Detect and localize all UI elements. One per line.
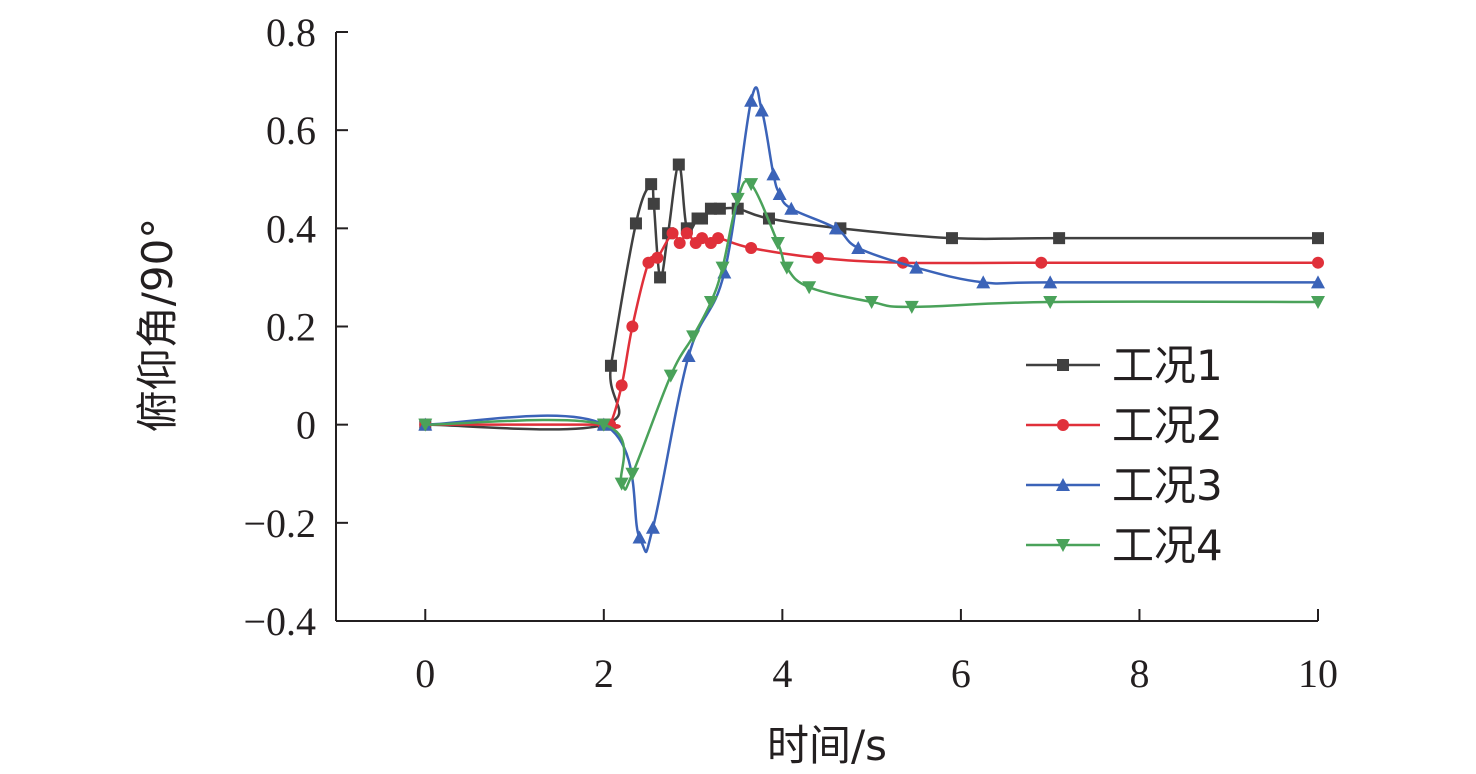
data-point: [681, 348, 696, 362]
series-layer: [418, 86, 1325, 554]
data-point: [812, 251, 825, 264]
data-point: [1043, 295, 1058, 309]
data-point: [1312, 232, 1324, 245]
data-point: [672, 158, 685, 171]
data-point: [604, 359, 617, 372]
legend-marker: [1056, 478, 1070, 491]
data-point: [703, 295, 718, 309]
x-tick-label: 2: [594, 651, 614, 696]
data-point: [696, 212, 709, 225]
data-point: [945, 232, 958, 245]
x-tick-label: 6: [951, 651, 971, 696]
data-point: [904, 300, 919, 314]
data-point: [784, 201, 799, 215]
y-tick-label: −0.4: [243, 599, 316, 644]
axes: −0.4 −0.2 0 0.2 0.4 0.6 0.8 0 2 4 6 8 10: [243, 10, 1338, 696]
data-point: [864, 295, 879, 309]
x-tick-label: 0: [415, 651, 435, 696]
data-point: [976, 275, 991, 289]
data-point: [666, 227, 679, 240]
data-point: [614, 477, 629, 491]
data-point: [615, 379, 628, 392]
data-point: [730, 192, 745, 206]
data-point: [744, 93, 759, 107]
data-point: [625, 467, 640, 481]
legend-label: 工况3: [1112, 461, 1223, 510]
y-tick-label: −0.2: [243, 501, 316, 546]
data-point: [712, 232, 725, 245]
data-point: [745, 241, 758, 254]
data-point: [651, 251, 664, 264]
data-point: [779, 261, 794, 275]
data-point: [715, 261, 730, 275]
legend-label: 工况1: [1112, 341, 1223, 390]
legend: 工况1 工况2 工况3 工况4: [1026, 341, 1223, 570]
legend-item-2: 工况2: [1026, 401, 1223, 450]
data-point: [596, 418, 611, 432]
data-point: [626, 320, 639, 333]
data-point: [851, 240, 866, 254]
x-tick-label: 4: [772, 651, 792, 696]
y-tick-label: 0: [296, 403, 316, 448]
y-axis-label: 俯仰角/90°: [133, 218, 182, 433]
data-point: [632, 530, 647, 544]
data-point: [1311, 295, 1325, 309]
data-point: [418, 418, 433, 432]
data-point: [1043, 275, 1058, 289]
data-point: [686, 330, 701, 344]
legend-item-1: 工况1: [1026, 341, 1223, 390]
legend-marker: [1056, 539, 1070, 552]
data-point: [802, 281, 817, 295]
data-point: [1312, 256, 1324, 269]
data-point: [754, 103, 769, 117]
legend-label: 工况4: [1112, 521, 1223, 570]
x-axis-label: 时间/s: [767, 721, 887, 770]
data-point: [772, 186, 787, 200]
data-point: [770, 237, 785, 251]
data-point: [1035, 256, 1048, 269]
legend-item-4: 工况4: [1026, 521, 1223, 570]
data-point: [713, 202, 726, 215]
data-point: [828, 221, 843, 235]
data-point: [673, 237, 686, 250]
y-tick-label: 0.6: [266, 108, 316, 153]
data-point: [696, 232, 709, 245]
data-point: [1053, 232, 1066, 245]
data-point: [766, 167, 781, 181]
legend-marker: [1057, 359, 1069, 371]
data-point: [680, 227, 693, 240]
x-tick-label: 10: [1298, 651, 1338, 696]
series-4: [418, 178, 1325, 491]
legend-item-3: 工况3: [1026, 461, 1223, 510]
legend-marker: [1057, 419, 1069, 431]
y-tick-label: 0.4: [266, 206, 316, 251]
data-point: [645, 520, 660, 534]
data-point: [909, 260, 924, 274]
data-point: [663, 369, 678, 383]
y-tick-label: 0.8: [266, 10, 316, 55]
data-point: [1311, 275, 1325, 289]
data-point: [645, 178, 658, 191]
data-point: [647, 197, 660, 210]
data-point: [629, 217, 642, 230]
legend-label: 工况2: [1112, 401, 1223, 450]
x-tick-label: 8: [1129, 651, 1149, 696]
data-point: [654, 271, 667, 284]
data-point: [642, 256, 655, 269]
y-tick-label: 0.2: [266, 305, 316, 350]
series-line: [425, 231, 1318, 430]
data-point: [744, 178, 759, 192]
